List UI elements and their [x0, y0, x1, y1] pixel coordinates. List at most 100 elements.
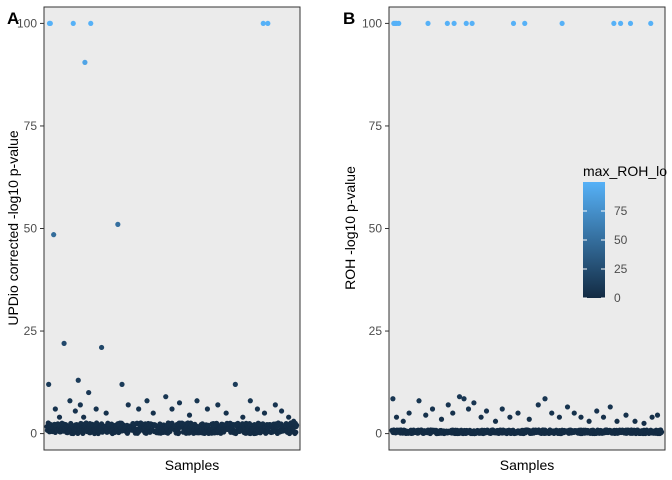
data-point	[406, 410, 412, 416]
data-point	[194, 398, 200, 404]
data-point	[46, 381, 52, 387]
data-point	[614, 418, 620, 424]
data-point	[260, 20, 266, 27]
y-tick-label: 75	[369, 119, 383, 133]
data-point	[632, 418, 638, 424]
data-point	[232, 381, 238, 387]
data-point	[471, 400, 477, 406]
y-tick-label: 0	[375, 427, 382, 441]
data-point	[515, 410, 521, 416]
data-point	[600, 414, 607, 420]
y-tick-label: 100	[362, 16, 382, 30]
data-point	[265, 20, 271, 27]
data-point	[278, 408, 285, 414]
y-axis-title-a: UPDio corrected -log10 p-value	[5, 130, 21, 326]
data-point	[623, 412, 629, 418]
data-point	[483, 408, 490, 414]
data-point	[136, 406, 142, 412]
data-point	[286, 414, 292, 420]
data-point	[70, 20, 76, 27]
y-tick-label: 25	[369, 324, 383, 338]
data-point	[247, 398, 253, 404]
panel-tag-b: B	[343, 9, 355, 28]
data-point	[67, 398, 73, 404]
data-point	[125, 402, 131, 408]
data-point	[88, 20, 94, 27]
data-point	[240, 414, 246, 420]
data-point	[556, 414, 563, 420]
data-point	[559, 20, 565, 27]
data-point	[535, 402, 541, 408]
data-point	[594, 408, 600, 414]
data-point	[98, 344, 105, 351]
data-point	[526, 416, 532, 422]
data-point	[72, 408, 78, 414]
data-point	[429, 406, 436, 412]
data-point	[52, 406, 58, 412]
panel-b: B 0 25 50 75 100 Samples ROH -log10 p-value	[342, 6, 666, 473]
y-tick-label: 50	[24, 222, 38, 236]
data-point	[658, 429, 665, 435]
plot-background-a	[43, 6, 301, 451]
data-point	[75, 377, 81, 383]
y-tick-label: 75	[24, 119, 38, 133]
data-point	[77, 402, 83, 408]
data-point	[451, 20, 457, 27]
legend: max_ROH_lo 0 25 50 75	[583, 163, 667, 305]
data-point	[522, 20, 528, 27]
y-ticks-b: 0 25 50 75 100	[362, 16, 389, 441]
legend-title: max_ROH_lo	[583, 163, 667, 179]
data-point	[607, 404, 613, 410]
x-axis-title-b: Samples	[500, 457, 554, 473]
data-point	[510, 20, 517, 27]
data-point	[61, 340, 67, 346]
data-point	[293, 429, 299, 435]
data-point	[425, 20, 431, 27]
data-point	[400, 418, 406, 424]
data-point	[81, 414, 87, 420]
data-point	[261, 410, 268, 416]
y-tick-label: 0	[30, 427, 37, 441]
y-axis-title-b: ROH -log10 p-value	[342, 166, 358, 290]
data-point	[611, 20, 617, 27]
data-point	[163, 394, 169, 400]
data-point	[627, 20, 634, 27]
data-point	[393, 414, 400, 420]
data-point	[641, 420, 647, 426]
data-point	[444, 20, 450, 27]
legend-tick-label: 75	[614, 204, 628, 218]
data-point	[416, 398, 422, 404]
data-point	[461, 396, 467, 402]
data-point	[186, 412, 193, 418]
data-point	[396, 20, 402, 27]
legend-ticks: 0 25 50 75	[583, 204, 628, 305]
data-point	[293, 422, 300, 428]
legend-tick-label: 25	[614, 262, 628, 276]
data-point	[272, 402, 278, 408]
data-point	[215, 402, 221, 408]
data-point	[478, 414, 484, 420]
data-point	[169, 406, 175, 412]
data-point	[654, 412, 661, 418]
points-b	[389, 20, 665, 437]
data-point	[463, 20, 469, 27]
data-point	[542, 396, 548, 402]
data-point	[51, 232, 57, 238]
data-point	[648, 20, 654, 27]
data-point	[82, 59, 88, 65]
y-tick-label: 50	[369, 222, 383, 236]
data-point	[423, 412, 429, 418]
x-axis-title-a: Samples	[165, 457, 219, 473]
data-point	[93, 406, 99, 412]
data-point	[586, 418, 592, 424]
data-point	[507, 414, 513, 420]
data-point	[119, 381, 125, 387]
data-point	[492, 418, 499, 424]
data-point	[176, 429, 182, 436]
data-point	[618, 20, 624, 27]
data-point	[438, 416, 445, 422]
data-point	[86, 389, 92, 396]
data-point	[499, 406, 505, 412]
y-tick-label: 25	[24, 324, 38, 338]
